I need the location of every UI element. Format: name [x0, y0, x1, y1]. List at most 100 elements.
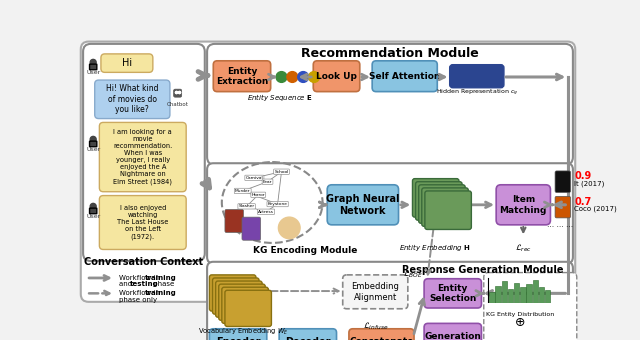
FancyBboxPatch shape: [83, 44, 205, 261]
Text: training: training: [145, 275, 177, 281]
Text: Murder: Murder: [235, 189, 250, 193]
FancyBboxPatch shape: [81, 41, 575, 302]
Circle shape: [90, 203, 96, 209]
Text: Keystone: Keystone: [268, 202, 287, 206]
Bar: [502, 281, 507, 309]
FancyBboxPatch shape: [225, 209, 244, 233]
FancyBboxPatch shape: [555, 196, 571, 218]
Text: phase only: phase only: [119, 296, 157, 303]
Text: Entity
Extraction: Entity Extraction: [216, 67, 268, 86]
FancyBboxPatch shape: [90, 208, 97, 214]
Text: Hi! What kind
of movies do
you like?: Hi! What kind of movies do you like?: [106, 84, 159, 114]
Text: $\mathcal{L}_{rec}$: $\mathcal{L}_{rec}$: [515, 242, 532, 254]
Text: I also enjoyed
watching
The Last House
on the Left
(1972).: I also enjoyed watching The Last House o…: [117, 205, 168, 240]
Text: $\mathcal{L}_{infuse}$: $\mathcal{L}_{infuse}$: [363, 320, 388, 332]
Bar: [527, 284, 532, 309]
Text: 0.9: 0.9: [575, 171, 592, 181]
FancyBboxPatch shape: [95, 80, 170, 119]
Circle shape: [278, 217, 300, 239]
Text: Vocabulary Embedding $W_E$: Vocabulary Embedding $W_E$: [198, 327, 288, 337]
Circle shape: [90, 136, 96, 142]
FancyBboxPatch shape: [313, 61, 360, 91]
Text: Self Attention: Self Attention: [369, 72, 440, 81]
FancyBboxPatch shape: [372, 61, 437, 91]
Text: Fear: Fear: [263, 180, 272, 184]
FancyBboxPatch shape: [207, 163, 573, 264]
Text: ⊕: ⊕: [515, 316, 525, 329]
Circle shape: [287, 72, 298, 82]
FancyBboxPatch shape: [99, 122, 186, 192]
Bar: [495, 286, 501, 309]
Text: User: User: [86, 214, 100, 219]
Text: training: training: [145, 290, 177, 296]
Bar: [545, 290, 550, 309]
FancyBboxPatch shape: [209, 275, 256, 311]
Text: I am looking for a
movie
recommendation.
When I was
younger, I really
enjoyed th: I am looking for a movie recommendation.…: [113, 129, 172, 185]
Text: Look Up: Look Up: [316, 72, 357, 81]
Circle shape: [298, 72, 308, 82]
Text: KG Encoding Module: KG Encoding Module: [253, 246, 357, 255]
Bar: [532, 279, 538, 309]
FancyBboxPatch shape: [415, 182, 462, 220]
Bar: [520, 287, 525, 309]
FancyBboxPatch shape: [219, 284, 265, 320]
Text: Slasher: Slasher: [239, 204, 255, 208]
Text: Graph Neural
Network: Graph Neural Network: [326, 194, 399, 216]
Text: Item
Matching: Item Matching: [500, 195, 547, 215]
Circle shape: [90, 59, 96, 65]
FancyBboxPatch shape: [212, 278, 259, 314]
FancyBboxPatch shape: [222, 287, 268, 323]
Text: Workflow in: Workflow in: [119, 275, 162, 281]
FancyBboxPatch shape: [207, 44, 573, 165]
FancyBboxPatch shape: [327, 185, 399, 225]
Text: It (2017): It (2017): [575, 180, 605, 187]
Text: Response Generation Module: Response Generation Module: [403, 265, 564, 275]
Text: Coco (2017): Coco (2017): [575, 205, 617, 212]
Text: Chatbot: Chatbot: [166, 102, 189, 107]
FancyBboxPatch shape: [207, 262, 573, 340]
Text: Hidden Representation $c_g$: Hidden Representation $c_g$: [436, 88, 518, 98]
FancyBboxPatch shape: [496, 185, 550, 225]
FancyBboxPatch shape: [422, 188, 468, 226]
FancyBboxPatch shape: [349, 329, 414, 340]
Text: Hi: Hi: [122, 58, 132, 68]
Text: Carnival: Carnival: [246, 176, 263, 180]
FancyBboxPatch shape: [424, 323, 481, 340]
Bar: [508, 289, 513, 309]
FancyBboxPatch shape: [484, 273, 577, 340]
Text: Entity
Selection: Entity Selection: [429, 284, 476, 303]
Text: testing: testing: [129, 281, 158, 287]
Text: Entity Embedding $\mathbf{H}$: Entity Embedding $\mathbf{H}$: [399, 242, 471, 253]
Circle shape: [514, 317, 527, 329]
Text: Recommendation Module: Recommendation Module: [301, 47, 479, 61]
FancyBboxPatch shape: [213, 61, 271, 91]
Bar: [514, 283, 520, 309]
Text: Entity Sequence $\mathbf{E}$: Entity Sequence $\mathbf{E}$: [247, 91, 313, 103]
Bar: [520, 338, 525, 340]
FancyBboxPatch shape: [424, 279, 481, 308]
Bar: [489, 292, 495, 309]
Text: Conversation Context: Conversation Context: [84, 257, 203, 267]
Text: Embedding
Alignment: Embedding Alignment: [351, 282, 399, 302]
Text: User: User: [86, 147, 100, 152]
Text: Generation: Generation: [424, 332, 481, 340]
FancyBboxPatch shape: [90, 64, 97, 70]
FancyBboxPatch shape: [101, 54, 153, 72]
FancyBboxPatch shape: [242, 217, 260, 240]
Text: Concatenate: Concatenate: [349, 337, 413, 340]
FancyBboxPatch shape: [419, 185, 465, 223]
FancyBboxPatch shape: [555, 171, 571, 192]
Text: Decoder: Decoder: [285, 337, 331, 340]
Circle shape: [276, 72, 287, 82]
Circle shape: [308, 72, 319, 82]
Text: and: and: [119, 281, 134, 287]
Bar: [539, 287, 544, 309]
FancyBboxPatch shape: [412, 178, 459, 217]
Text: Horror: Horror: [252, 193, 265, 197]
FancyBboxPatch shape: [90, 141, 97, 147]
Text: phase: phase: [151, 281, 175, 287]
FancyBboxPatch shape: [343, 275, 408, 309]
Text: School: School: [275, 170, 289, 174]
FancyBboxPatch shape: [450, 65, 504, 88]
FancyBboxPatch shape: [279, 329, 337, 340]
